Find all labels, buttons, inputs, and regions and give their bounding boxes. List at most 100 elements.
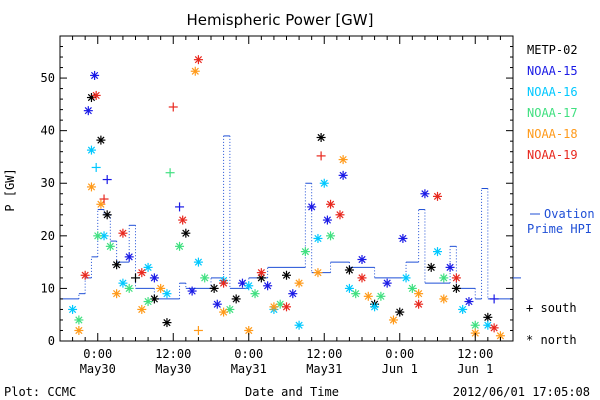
marker-stroke	[150, 274, 158, 282]
legend: METP-02 NOAA-15 NOAA-16 NOAA-17 NOAA-18 NOAA-…	[527, 43, 578, 162]
marker-stroke	[326, 200, 335, 208]
marker-stroke	[119, 279, 127, 287]
north-marker	[193, 55, 203, 65]
x-axis-label: Date and Time	[245, 385, 339, 399]
north-marker	[263, 281, 273, 291]
legend-entry: NOAA-18	[527, 127, 578, 141]
marker-stroke	[459, 305, 467, 314]
south-marker	[175, 202, 185, 212]
north-marker	[464, 297, 474, 307]
x-tick-label-date: Jun 1	[457, 362, 493, 376]
marker-stroke	[257, 274, 265, 282]
north-marker	[200, 273, 210, 283]
marker-legend-north: * north	[526, 333, 577, 347]
north-marker	[269, 302, 279, 312]
north-marker	[96, 135, 106, 145]
marker-stroke	[336, 211, 344, 219]
marker-stroke	[182, 229, 190, 237]
marker-stroke	[163, 290, 171, 298]
north-marker	[124, 252, 134, 262]
north-marker	[426, 262, 436, 272]
north-marker	[83, 106, 93, 116]
legend-entry: NOAA-16	[527, 85, 578, 99]
north-marker	[231, 294, 241, 304]
north-marker	[118, 228, 128, 238]
marker-stroke	[358, 255, 366, 264]
marker-stroke	[446, 263, 454, 272]
marker-stroke	[144, 297, 152, 306]
marker-stroke	[94, 232, 102, 240]
y-tick-label: 30	[41, 176, 55, 190]
north-marker	[74, 315, 84, 325]
marker-stroke	[219, 308, 228, 316]
north-marker	[401, 273, 411, 283]
marker-stroke	[84, 107, 92, 115]
north-marker	[445, 262, 455, 272]
chart-title: Hemispheric Power [GW]	[187, 11, 374, 29]
marker-stroke	[201, 274, 209, 282]
marker-stroke	[81, 271, 89, 279]
north-marker	[80, 270, 90, 280]
north-marker	[294, 320, 304, 330]
north-marker	[344, 283, 354, 293]
north-marker	[102, 210, 112, 220]
marker-stroke	[97, 200, 105, 208]
legend-entry: NOAA-15	[527, 64, 578, 78]
north-marker	[250, 289, 260, 299]
north-marker	[370, 302, 380, 312]
x-tick-label-time: 0:00	[385, 347, 414, 361]
north-marker	[105, 241, 115, 251]
south-marker	[168, 102, 178, 112]
north-marker	[470, 320, 480, 330]
marker-stroke	[427, 263, 435, 272]
north-marker	[99, 231, 109, 241]
timestamp: 2012/06/01 17:05:08	[453, 385, 590, 399]
marker-stroke	[251, 290, 259, 298]
north-marker	[244, 281, 254, 291]
marker-stroke	[383, 279, 391, 287]
marker-stroke	[188, 287, 196, 295]
marker-stroke	[317, 133, 325, 142]
marker-stroke	[179, 216, 187, 224]
marker-stroke	[270, 303, 278, 311]
x-tick-label-date: May30	[155, 362, 191, 376]
marker-stroke	[75, 326, 83, 335]
marker-stroke	[75, 316, 83, 324]
marker-stroke	[113, 261, 121, 269]
x-tick-label-date: May31	[231, 362, 267, 376]
north-marker	[316, 132, 326, 142]
legend-entry: NOAA-17	[527, 106, 578, 120]
north-marker	[96, 199, 106, 209]
marker-stroke	[358, 274, 366, 282]
north-marker	[90, 70, 100, 80]
north-marker	[344, 265, 354, 275]
y-tick-label: 20	[41, 229, 55, 243]
north-marker	[219, 278, 229, 288]
y-tick-label: 0	[48, 334, 55, 348]
x-tick-label-date: May31	[306, 362, 342, 376]
marker-stroke	[138, 305, 146, 314]
marker-stroke	[113, 290, 121, 298]
marker-legend-south: + south	[526, 301, 577, 315]
north-marker	[175, 241, 185, 251]
south-marker	[316, 151, 326, 161]
north-marker	[288, 289, 298, 299]
north-marker	[86, 145, 96, 155]
north-marker	[363, 291, 373, 301]
marker-stroke	[314, 234, 322, 243]
marker-stroke	[125, 253, 133, 261]
south-marker	[193, 325, 203, 335]
marker-stroke	[92, 91, 100, 100]
plot-frame	[59, 35, 514, 342]
marker-stroke	[90, 71, 99, 80]
marker-stroke	[326, 232, 335, 240]
north-marker	[407, 283, 417, 293]
north-marker	[376, 291, 386, 301]
marker-stroke	[191, 67, 199, 75]
legend-entry: METP-02	[527, 43, 578, 57]
x-tick-label-time: 0:00	[83, 347, 112, 361]
north-marker	[420, 189, 430, 199]
marker-stroke	[138, 269, 146, 277]
marker-stroke	[245, 326, 253, 335]
